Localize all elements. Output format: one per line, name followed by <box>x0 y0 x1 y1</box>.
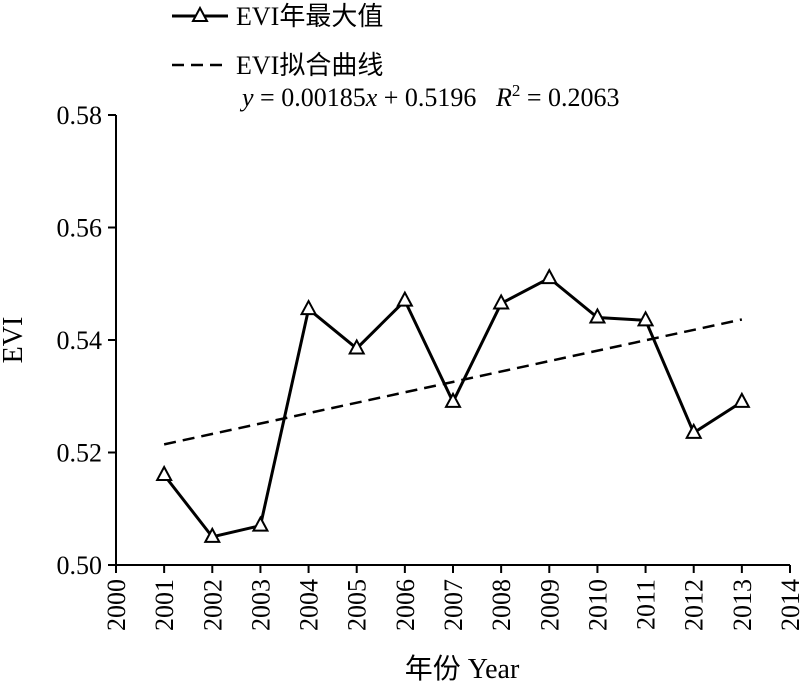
y-tick-label: 0.52 <box>57 439 103 468</box>
x-tick-label: 2001 <box>150 579 179 631</box>
x-tick-label: 2003 <box>246 579 275 631</box>
data-point-triangle <box>444 391 462 408</box>
x-tick-label: 2012 <box>680 579 709 631</box>
y-tick-label: 0.56 <box>57 214 103 243</box>
y-axis-title: EVI <box>0 317 29 364</box>
legend-triangle-icon <box>191 5 209 22</box>
data-point-triangle <box>636 310 655 327</box>
regression-equation: y = 0.00185x + 0.5196 R2 = 0.2063 <box>239 81 620 112</box>
x-tick-label: 2004 <box>295 579 324 631</box>
legend-label-fit: EVI拟合曲线 <box>236 51 383 80</box>
data-point-triangle <box>299 298 318 316</box>
legend-label-evi-max: EVI年最大值 <box>236 2 383 31</box>
data-point-triangle <box>155 464 173 481</box>
y-tick-label: 0.54 <box>57 326 103 355</box>
x-tick-label: 2008 <box>487 579 516 631</box>
data-point-triangle <box>203 526 221 543</box>
axes <box>115 115 790 566</box>
x-tick-label: 2011 <box>632 579 661 630</box>
data-point-triangle <box>588 307 607 324</box>
legend: EVI年最大值 EVI拟合曲线 y = 0.00185x + 0.5196 R2… <box>172 2 620 112</box>
x-tick-label: 2013 <box>728 579 757 631</box>
x-tick-label: 2007 <box>439 579 468 631</box>
x-tick-label: 2002 <box>198 579 227 631</box>
x-tick-label: 2009 <box>535 579 564 631</box>
x-tick-label: 2014 <box>776 579 800 631</box>
data-point-triangle <box>492 293 510 310</box>
data-point-triangle <box>733 391 751 408</box>
y-tick-label: 0.58 <box>57 101 103 130</box>
data-point-triangle <box>348 338 366 355</box>
fit-line <box>163 318 743 446</box>
data-point-triangle <box>540 268 558 285</box>
x-tick-label: 2005 <box>343 579 372 631</box>
data-point-triangle <box>251 515 270 532</box>
y-tick-label: 0.50 <box>57 551 103 580</box>
series-group <box>155 268 751 543</box>
x-tick-label: 2010 <box>583 579 612 631</box>
data-point-triangle <box>396 290 414 307</box>
x-tick-label: 2006 <box>391 579 420 631</box>
x-axis-title: 年份 Year <box>405 653 520 685</box>
x-ticks: 2000 2001 2002 2003 2004 2005 2006 2007 2008 2009… <box>102 565 800 631</box>
y-ticks: 0.50 0.52 0.54 0.56 0.58 <box>57 101 116 580</box>
x-tick-label: 2000 <box>102 579 131 631</box>
data-point-triangle <box>685 422 703 439</box>
